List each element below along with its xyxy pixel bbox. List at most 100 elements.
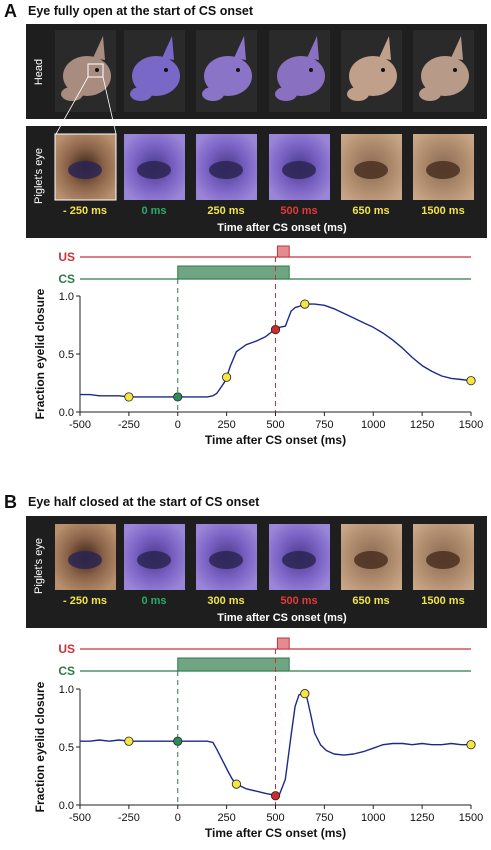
eye-pupil-shape — [137, 161, 171, 179]
head-frames — [55, 30, 474, 112]
pig-snout-shape — [130, 87, 152, 101]
panel-b-title: Eye half closed at the start of CS onset — [28, 495, 260, 509]
pig-ear-shape — [234, 36, 246, 60]
eye-pupil-shape — [426, 161, 460, 179]
us-pulse — [276, 245, 290, 258]
zoom-line-left — [55, 76, 89, 135]
eye-pupil-shape — [68, 161, 102, 179]
x-axis-label: Time after CS onset (ms) — [205, 826, 346, 840]
pig-snout-shape — [202, 87, 224, 101]
y-tick-label: 0.0 — [59, 407, 74, 419]
pig-ear-shape — [162, 36, 174, 60]
eye-frame-time-label: 300 ms — [207, 595, 244, 607]
pig-snout-shape — [275, 87, 297, 101]
x-tick-label: -250 — [118, 419, 140, 431]
x-tick-label: 750 — [315, 812, 333, 824]
y-axis-label: Fraction eyelid closure — [33, 681, 47, 812]
eye-strip-a-axis-label: Time after CS onset (ms) — [217, 222, 347, 234]
eye-frame-time-label: 1500 ms — [421, 595, 464, 607]
pig-snout-shape — [347, 87, 369, 101]
us-label: US — [58, 642, 75, 656]
eye-frame-time-label: 1500 ms — [421, 205, 464, 217]
cs-label: CS — [58, 272, 75, 286]
eye-pupil-shape — [209, 161, 243, 179]
cs-label: CS — [58, 664, 75, 678]
x-tick-label: 1500 — [459, 812, 483, 824]
zoom-line-right — [102, 76, 117, 135]
cs-pulse — [177, 265, 290, 280]
x-tick-label: 1500 — [459, 419, 483, 431]
pig-head-shape — [132, 56, 180, 96]
panel-a-letter: A — [4, 1, 17, 21]
eye-pupil-shape — [426, 551, 460, 569]
pig-eye-dot — [164, 68, 168, 72]
pig-head-shape — [63, 56, 111, 96]
x-tick-label: 1250 — [410, 812, 434, 824]
us-label: US — [58, 250, 75, 264]
pig-eye-dot — [309, 68, 313, 72]
eye-frame-time-label: 250 ms — [207, 205, 244, 217]
pig-ear-shape — [379, 36, 391, 60]
data-point — [222, 372, 232, 382]
x-tick-label: 750 — [315, 419, 333, 431]
x-tick-label: 500 — [266, 812, 284, 824]
pig-head-shape — [349, 56, 397, 96]
pig-head-shape — [421, 56, 469, 96]
eye-frame-time-label: - 250 ms — [63, 205, 107, 217]
eye-strip-b-axis-label: Time after CS onset (ms) — [217, 612, 347, 624]
data-point — [124, 392, 134, 402]
x-tick-label: 1000 — [361, 419, 385, 431]
x-tick-label: 0 — [175, 812, 181, 824]
pig-eye-dot — [236, 68, 240, 72]
eye-pupil-shape — [354, 161, 388, 179]
eye-pupil-shape — [209, 551, 243, 569]
data-point — [466, 376, 476, 386]
data-point — [270, 325, 281, 335]
cs-pulse — [177, 657, 290, 672]
x-tick-label: 500 — [266, 419, 284, 431]
x-tick-label: 250 — [217, 812, 235, 824]
eye-pupil-shape — [282, 551, 316, 569]
eye-frame-time-label: 500 ms — [280, 595, 317, 607]
data-point — [300, 299, 310, 309]
x-tick-label: 1250 — [410, 419, 434, 431]
panel-b-letter: B — [4, 492, 17, 512]
eye-pupil-shape — [282, 161, 316, 179]
pig-ear-shape — [451, 36, 463, 60]
data-point — [231, 779, 241, 789]
eye-frame-labels-b: - 250 ms 0 ms 300 ms 500 ms 650 ms 1500 ms — [63, 595, 465, 607]
pig-snout-shape — [61, 87, 83, 101]
x-tick-label: -250 — [118, 812, 140, 824]
pig-head-shape — [277, 56, 325, 96]
data-point — [466, 740, 476, 750]
eye-frame-labels-a: - 250 ms 0 ms 250 ms 500 ms 650 ms 1500 ms — [63, 205, 465, 217]
eye-pupil-shape — [68, 551, 102, 569]
zoom-box — [87, 63, 104, 78]
eye-strip-a-label: Piglet's eye — [33, 148, 45, 204]
x-axis-label: Time after CS onset (ms) — [205, 433, 346, 447]
eye-frames-b — [55, 524, 474, 590]
x-tick-label: 1000 — [361, 812, 385, 824]
eye-strip-b-label: Piglet's eye — [33, 538, 45, 594]
y-tick-label: 1.0 — [59, 291, 74, 303]
y-tick-label: 0.5 — [59, 742, 74, 754]
x-tick-label: -500 — [69, 812, 91, 824]
us-pulse — [276, 637, 290, 650]
y-axis-label: Fraction eyelid closure — [33, 288, 47, 419]
y-tick-label: 1.0 — [59, 684, 74, 696]
pig-ear-shape — [307, 36, 319, 60]
eyelid-closure-line — [80, 692, 471, 797]
eye-frame-time-label: 0 ms — [141, 595, 166, 607]
y-tick-label: 0.5 — [59, 349, 74, 361]
chart-b: US CS 0.0 0.5 1.0 -500 -250 0 250 500 750 1000 1250 1… — [33, 637, 483, 840]
eye-frames-a — [55, 134, 474, 200]
data-point — [173, 392, 183, 402]
eye-pupil-shape — [354, 551, 388, 569]
chart-a: US CS 0.0 0.5 1.0 -500 -250 0 250 500 750 1000 1250 1… — [33, 245, 483, 447]
eye-frame-time-label: 0 ms — [141, 205, 166, 217]
panel-a-title: Eye fully open at the start of CS onset — [28, 4, 254, 18]
data-point — [270, 791, 281, 801]
pig-eye-dot — [381, 68, 385, 72]
eye-frame-time-label: 650 ms — [352, 205, 389, 217]
